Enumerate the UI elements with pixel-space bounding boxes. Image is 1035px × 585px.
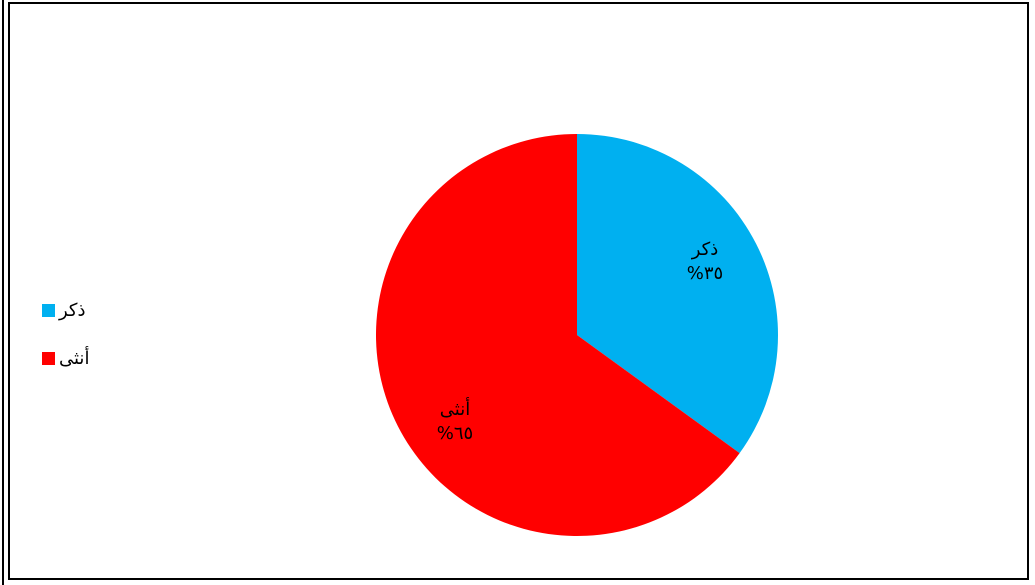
legend-item-male: ذكر [42, 298, 89, 322]
legend: ذكر أنثى [42, 298, 89, 394]
pie-slice-female [375, 133, 740, 536]
legend-label-female: أنثى [59, 347, 90, 369]
legend-swatch-female [42, 351, 55, 365]
frame-edge [2, 0, 4, 585]
legend-item-female: أنثى [42, 346, 89, 370]
pie-slice-male [577, 134, 778, 454]
data-label-male: ذكر %٣٥ [687, 239, 723, 284]
legend-swatch-male [42, 303, 55, 317]
legend-label-male: ذكر [59, 299, 86, 321]
data-label-female: أنثى %٦٥ [437, 397, 473, 444]
